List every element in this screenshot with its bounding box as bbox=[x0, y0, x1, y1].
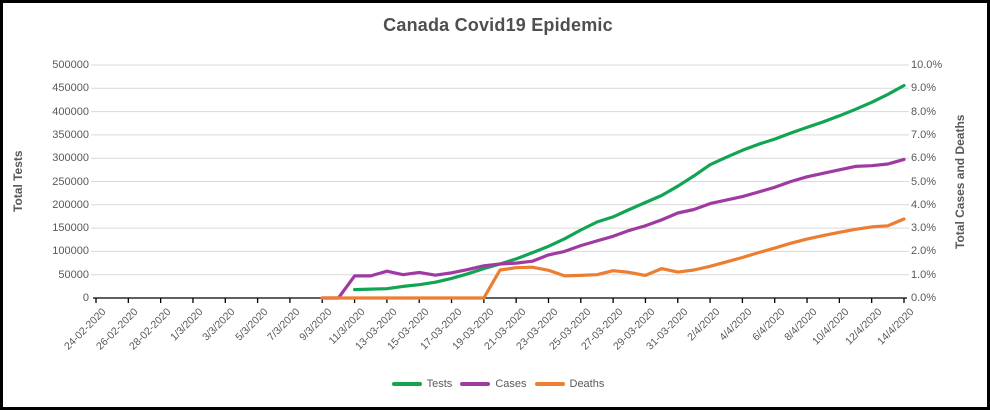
right-axis-tick-label: 6.0% bbox=[911, 152, 937, 165]
series-line-tests bbox=[353, 83, 906, 292]
chart-legend: Tests Cases Deaths bbox=[3, 375, 987, 393]
left-axis-tick-label: 450000 bbox=[52, 82, 89, 95]
legend-swatch-cases bbox=[460, 382, 491, 386]
left-axis-tick-label: 200000 bbox=[52, 198, 89, 211]
left-axis-tick-label: 350000 bbox=[52, 128, 89, 141]
plot-area bbox=[91, 64, 909, 303]
right-axis-tick-label: 8.0% bbox=[911, 105, 937, 118]
left-axis-tick-label: 150000 bbox=[52, 222, 89, 235]
left-axis-title: Total Tests bbox=[11, 150, 25, 213]
legend-item-tests: Tests bbox=[391, 378, 453, 390]
right-axis-tick-label: 10.0% bbox=[911, 59, 943, 71]
series-line-deaths bbox=[320, 217, 906, 300]
chart-title: Canada Covid19 Epidemic bbox=[383, 15, 613, 35]
right-axis-tick-label: 9.0% bbox=[911, 82, 937, 95]
right-axis-tick-label: 0.0% bbox=[911, 292, 937, 304]
legend-swatch-deaths bbox=[534, 382, 565, 386]
legend-label: Deaths bbox=[569, 378, 605, 390]
left-axis-tick-label: 0 bbox=[82, 292, 89, 304]
left-axis-tick-label: 50000 bbox=[58, 268, 89, 281]
legend-swatch-tests bbox=[391, 382, 422, 386]
right-axis-tick-label: 5.0% bbox=[911, 175, 937, 188]
right-axis-tick-label: 2.0% bbox=[911, 245, 937, 258]
legend-item-cases: Cases bbox=[460, 378, 527, 390]
right-axis-tick-label: 4.0% bbox=[911, 198, 937, 211]
legend-label: Cases bbox=[495, 378, 527, 390]
right-axis-tick-label: 1.0% bbox=[911, 268, 937, 281]
series-line-cases bbox=[320, 157, 906, 300]
legend-label: Tests bbox=[426, 378, 453, 390]
legend-item-deaths: Deaths bbox=[534, 378, 605, 390]
left-axis-tick-label: 500000 bbox=[52, 59, 89, 71]
left-axis-tick-label: 300000 bbox=[52, 152, 89, 165]
right-axis-tick-label: 7.0% bbox=[911, 128, 937, 141]
left-axis-tick-label: 250000 bbox=[52, 175, 89, 188]
left-axis-tick-label: 100000 bbox=[52, 245, 89, 258]
left-axis-tick-label: 400000 bbox=[52, 105, 89, 118]
right-axis-tick-label: 3.0% bbox=[911, 222, 937, 235]
